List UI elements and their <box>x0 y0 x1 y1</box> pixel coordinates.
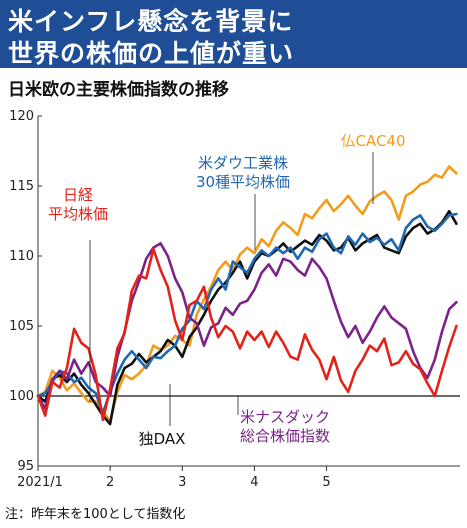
x-tick-label: 4 <box>250 475 258 490</box>
series-line <box>36 247 458 422</box>
series-line <box>36 212 458 415</box>
x-tick-label: 5 <box>322 475 330 490</box>
y-tick-label: 95 <box>17 459 34 474</box>
chart-subtitle: 日米欧の主要株価指数の推移 <box>8 80 229 100</box>
header-banner: 米インフレ懸念を背景に 世界の株価の上値が重い <box>0 0 467 68</box>
series-label: 独DAX <box>139 430 186 448</box>
headline-line-2: 世界の株価の上値が重い <box>8 39 295 68</box>
series-label: 仏CAC40 <box>340 132 405 150</box>
series-line <box>36 209 458 426</box>
series-label: 総合株価指数 <box>240 427 330 445</box>
series-line <box>36 165 458 423</box>
y-tick-label: 115 <box>9 179 34 194</box>
series-label: 米ダウ工業株 <box>198 154 288 172</box>
x-tick-label: 2021/1 <box>17 475 63 490</box>
y-tick-label: 100 <box>9 389 34 404</box>
y-tick-label: 110 <box>9 249 34 264</box>
series-label: 平均株価 <box>48 205 108 223</box>
y-tick-label: 105 <box>9 319 34 334</box>
series-line <box>36 242 458 410</box>
x-tick-label: 2 <box>106 475 114 490</box>
y-tick-label: 120 <box>9 109 34 124</box>
series-label: 米ナスダック <box>240 408 330 426</box>
series-label: 30種平均株価 <box>196 173 290 191</box>
series-label: 日経 <box>63 186 93 204</box>
headline-line-1: 米インフレ懸念を背景に <box>8 7 294 36</box>
footnote: 注：昨年末を100として指数化 <box>5 507 186 522</box>
x-tick-label: 3 <box>178 475 186 490</box>
series-lines <box>36 165 458 426</box>
